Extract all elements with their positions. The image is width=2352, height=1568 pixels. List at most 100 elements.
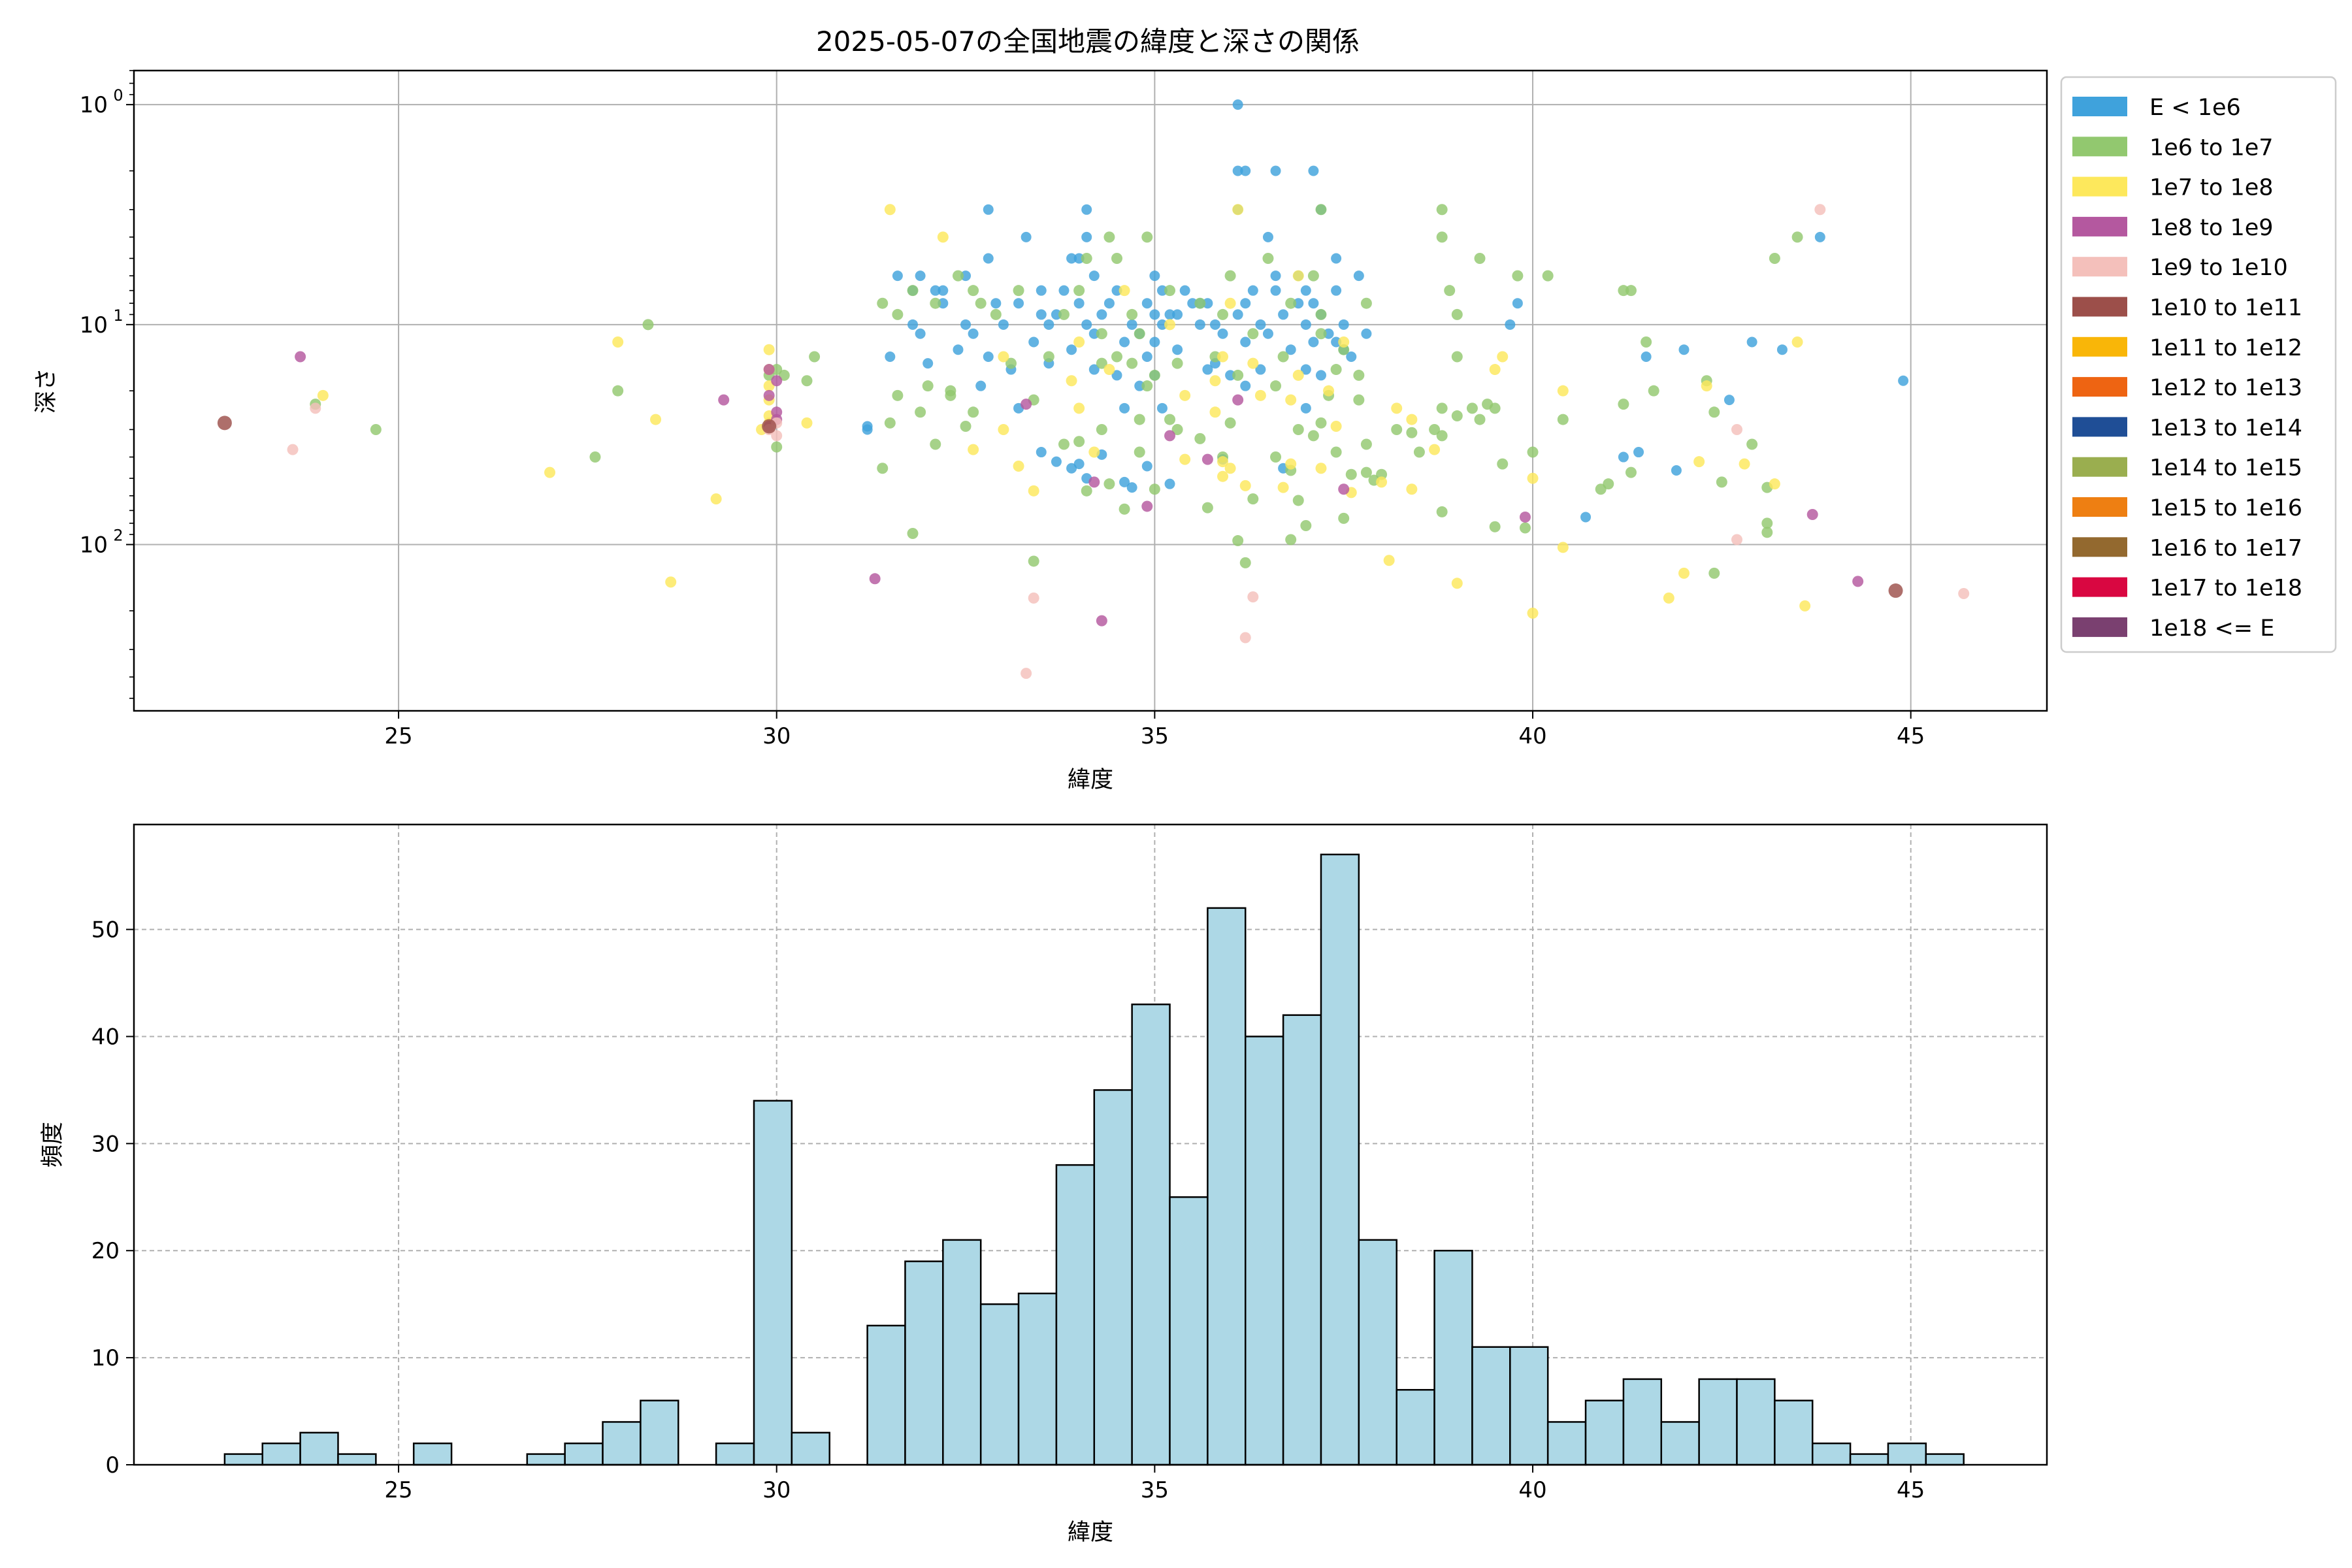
scatter-point bbox=[1149, 336, 1160, 348]
scatter-point bbox=[930, 297, 941, 309]
scatter-point bbox=[1262, 328, 1273, 339]
scatter-point bbox=[884, 204, 896, 216]
scatter-point bbox=[1383, 555, 1395, 566]
scatter-x-tick-label: 45 bbox=[1897, 723, 1925, 749]
scatter-point bbox=[1141, 231, 1153, 243]
histogram-bar bbox=[412, 1442, 453, 1466]
scatter-point bbox=[1323, 328, 1334, 339]
scatter-point bbox=[1164, 319, 1176, 331]
scatter-point bbox=[1285, 297, 1297, 309]
scatter-point bbox=[1119, 336, 1130, 348]
scatter-points bbox=[217, 99, 1970, 679]
scatter-point bbox=[1731, 534, 1743, 546]
histogram-bar bbox=[1925, 1453, 1965, 1466]
scatter-point bbox=[1641, 351, 1652, 363]
legend-swatch bbox=[2072, 97, 2127, 116]
scatter-point bbox=[1240, 165, 1251, 176]
scatter-point bbox=[1451, 410, 1463, 422]
scatter-point bbox=[1141, 461, 1152, 472]
scatter-point bbox=[1111, 285, 1122, 296]
scatter-point bbox=[1202, 298, 1213, 309]
scatter-point bbox=[1066, 463, 1077, 474]
scatter-point bbox=[907, 285, 919, 297]
scatter-point bbox=[1489, 521, 1501, 532]
histogram-bar bbox=[791, 1431, 830, 1466]
scatter-point bbox=[1505, 319, 1516, 330]
scatter-point bbox=[801, 417, 813, 429]
scatter-point bbox=[1013, 285, 1024, 297]
histogram-bar bbox=[1207, 907, 1247, 1466]
scatter-point bbox=[1451, 578, 1463, 589]
scatter-point bbox=[287, 444, 299, 455]
legend-swatch bbox=[2072, 537, 2127, 557]
scatter-point bbox=[1512, 270, 1524, 282]
scatter-point bbox=[1021, 231, 1032, 242]
scatter-point bbox=[1201, 502, 1213, 514]
scatter-point bbox=[1285, 534, 1297, 546]
histogram-bar bbox=[1509, 1346, 1549, 1466]
scatter-point bbox=[1096, 328, 1107, 340]
scatter-point bbox=[1708, 406, 1720, 418]
scatter-point bbox=[1361, 328, 1372, 339]
scatter-point bbox=[1240, 336, 1251, 348]
scatter-point bbox=[1663, 592, 1674, 604]
scatter-point bbox=[1406, 414, 1418, 425]
legend-label: 1e15 to 1e16 bbox=[2149, 495, 2302, 521]
scatter-point bbox=[1217, 328, 1228, 339]
histogram-bar bbox=[1660, 1421, 1700, 1466]
scatter-point bbox=[1081, 485, 1092, 497]
scatter-point bbox=[1671, 465, 1682, 476]
scatter-point bbox=[923, 358, 934, 369]
scatter-point bbox=[1156, 402, 1168, 414]
legend-swatch bbox=[2072, 417, 2127, 437]
scatter-point bbox=[1308, 298, 1319, 309]
scatter-point bbox=[922, 380, 934, 392]
scatter-point bbox=[938, 298, 949, 309]
scatter-point bbox=[1194, 319, 1205, 330]
scatter-point bbox=[1073, 298, 1085, 309]
scatter-point bbox=[612, 336, 624, 348]
scatter-point bbox=[1134, 328, 1145, 340]
scatter-point bbox=[1081, 231, 1092, 242]
scatter-point bbox=[1285, 394, 1297, 406]
scatter-point bbox=[960, 319, 972, 330]
scatter-point bbox=[1247, 285, 1258, 296]
scatter-y-tick-exponent: 1 bbox=[113, 306, 123, 325]
scatter-point bbox=[1444, 285, 1456, 297]
scatter-point bbox=[1149, 270, 1160, 282]
legend-label: 1e14 to 1e15 bbox=[2149, 455, 2302, 482]
scatter-point bbox=[1141, 351, 1152, 363]
histogram-bar bbox=[1849, 1453, 1889, 1466]
scatter-point bbox=[1519, 511, 1531, 523]
histogram-bar bbox=[1017, 1292, 1058, 1466]
legend-swatch bbox=[2072, 457, 2127, 477]
histogram-bar bbox=[640, 1399, 679, 1466]
scatter-point bbox=[862, 421, 873, 432]
scatter-point bbox=[1308, 336, 1319, 348]
histogram-bar bbox=[337, 1453, 377, 1466]
scatter-point bbox=[589, 451, 601, 463]
scatter-point bbox=[1769, 252, 1780, 264]
scatter-point bbox=[1746, 438, 1758, 450]
legend-swatch bbox=[2072, 577, 2127, 597]
scatter-point bbox=[953, 344, 964, 355]
scatter-point bbox=[1043, 319, 1054, 330]
scatter-point bbox=[1088, 270, 1100, 282]
histogram: 25 30 35 40 45 0 10 20 30 40 50 緯度 頻度 bbox=[40, 823, 2048, 1546]
scatter-y-tick-base: 10 bbox=[80, 92, 108, 118]
scatter-point bbox=[1330, 446, 1342, 458]
scatter-point bbox=[1338, 483, 1350, 495]
histogram-bar bbox=[1736, 1378, 1776, 1466]
scatter-point bbox=[1769, 478, 1780, 490]
scatter-point bbox=[1202, 364, 1213, 375]
scatter-point bbox=[1436, 402, 1448, 414]
legend-label: 1e6 to 1e7 bbox=[2149, 135, 2274, 161]
scatter-point bbox=[1232, 204, 1244, 216]
scatter-point bbox=[1429, 423, 1441, 435]
legend-label: 1e18 <= E bbox=[2149, 615, 2274, 642]
scatter-point bbox=[771, 375, 783, 387]
scatter-point bbox=[1360, 297, 1372, 309]
scatter-point bbox=[217, 416, 232, 431]
scatter-point bbox=[1413, 446, 1425, 458]
histogram-x-tick-label: 25 bbox=[384, 1477, 412, 1503]
